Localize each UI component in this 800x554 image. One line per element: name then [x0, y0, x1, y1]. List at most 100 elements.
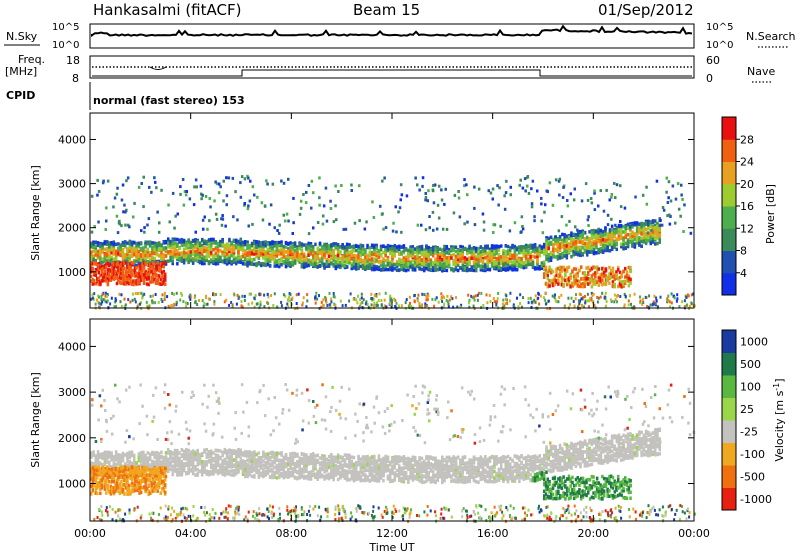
power-cell: [543, 210, 546, 214]
power-cell: [375, 246, 378, 251]
power-cell: [654, 236, 657, 241]
power-cell: [196, 244, 199, 248]
power-cell: [150, 265, 153, 269]
power-cell: [543, 272, 546, 276]
power-cell: [212, 253, 215, 258]
freq-tick-bottom: 8: [72, 72, 79, 85]
power-cell: [633, 237, 637, 242]
power-cell: [100, 264, 104, 268]
power-cell: [359, 246, 362, 251]
power-cell: [259, 243, 263, 248]
power-cell: [658, 228, 661, 232]
power-cell: [456, 250, 460, 255]
power-cell: [148, 240, 152, 245]
power-cell: [595, 233, 598, 238]
power-cell: [477, 260, 480, 265]
power-cell: [561, 232, 564, 237]
power-cell: [309, 243, 313, 248]
power-cell: [393, 251, 396, 255]
power-cell: [101, 242, 104, 246]
power-cell: [504, 261, 507, 266]
power-cell: [207, 254, 211, 259]
power-cell: [148, 253, 152, 258]
power-cell: [382, 250, 385, 255]
freq-tick-top: 18: [66, 54, 80, 67]
power-cell: [339, 261, 342, 265]
power-cell: [592, 272, 595, 277]
power-cell: [187, 245, 190, 250]
power-cell: [325, 264, 329, 268]
power-cell: [497, 244, 501, 249]
power-cell: [104, 294, 107, 298]
power-cell: [417, 293, 420, 297]
power-cell: [554, 178, 558, 182]
power-cell: [604, 244, 607, 248]
power-cell: [497, 203, 500, 207]
power-cell: [114, 274, 117, 278]
power-cell: [560, 269, 564, 273]
power-cell: [373, 257, 376, 261]
power-cell: [126, 176, 130, 180]
power-cell: [576, 271, 579, 276]
power-cell: [601, 278, 604, 283]
power-cell: [185, 246, 188, 251]
power-cell: [100, 302, 103, 306]
power-cell: [180, 243, 184, 248]
power-cell: [156, 210, 159, 214]
power-cell: [273, 249, 276, 254]
power-cell: [241, 240, 245, 245]
power-cell: [640, 231, 643, 236]
power-cell: [620, 231, 623, 235]
power-cell: [571, 284, 574, 288]
power-cell: [595, 270, 599, 274]
power-cell: [370, 297, 373, 301]
power-cell: [486, 245, 489, 249]
power-cell: [647, 235, 650, 239]
power-cell: [196, 255, 199, 260]
power-cell: [103, 240, 107, 245]
power-cell: [332, 292, 335, 295]
power-cell: [441, 299, 444, 303]
power-cell: [298, 212, 302, 216]
power-cell: [613, 231, 616, 235]
power-cell: [584, 182, 588, 186]
power-cell: [635, 229, 639, 233]
power-cell: [423, 254, 426, 258]
power-cell: [409, 247, 412, 252]
power-cell: [130, 280, 134, 285]
power-cell: [624, 231, 627, 236]
power-cell: [378, 292, 381, 296]
power-cell: [221, 251, 224, 255]
power-cell: [495, 260, 498, 265]
power-cell: [479, 259, 483, 263]
power-cell: [597, 267, 601, 271]
power-cell: [225, 255, 229, 260]
power-cell: [577, 245, 580, 249]
power-cell: [633, 232, 637, 236]
power-cell: [330, 256, 333, 260]
power-cell: [468, 258, 471, 263]
power-cell: [332, 253, 335, 257]
power-cell: [382, 257, 385, 261]
power-cell: [620, 244, 623, 249]
power-cell: [389, 251, 392, 256]
power-cell: [135, 244, 138, 248]
power-cell: [567, 249, 571, 254]
power-cell: [366, 266, 369, 270]
power-cell: [135, 282, 138, 286]
power-cell: [602, 282, 606, 286]
power-cell: [608, 233, 612, 238]
power-cell: [341, 304, 344, 308]
power-cell: [209, 205, 212, 209]
power-cell: [148, 262, 152, 267]
power-cell: [264, 252, 267, 256]
power-cell: [160, 248, 163, 253]
power-cell: [158, 221, 161, 225]
power-cell: [119, 247, 122, 251]
power-cell: [115, 192, 119, 196]
power-cell: [581, 229, 584, 233]
power-cell: [441, 248, 444, 253]
power-cell: [153, 176, 156, 180]
power-cell: [521, 186, 525, 190]
power-cell: [335, 218, 338, 222]
